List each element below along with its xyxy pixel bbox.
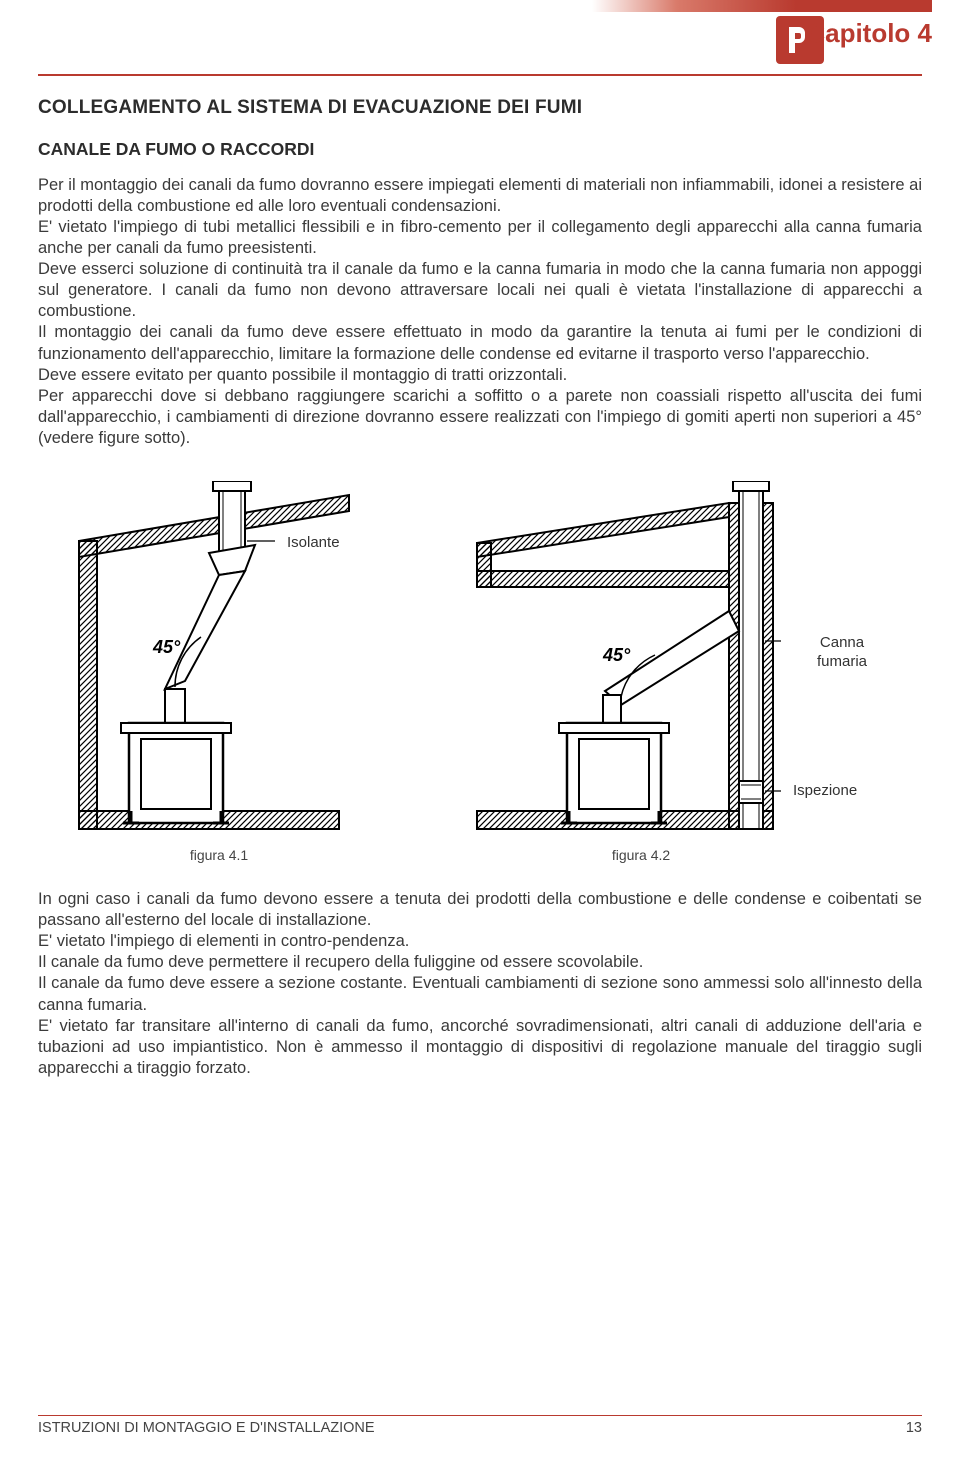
figure-4-1: 45° Isolante figura 4.1	[69, 481, 369, 865]
chapter-title: Capitolo 4	[806, 18, 932, 49]
footer-left: ISTRUZIONI DI MONTAGGIO E D'INSTALLAZION…	[38, 1420, 375, 1436]
body-paragraph: Deve esserci soluzione di continuità tra…	[38, 259, 922, 322]
callout-canna-fumaria: Canna fumaria	[793, 633, 891, 671]
section-subtitle: CANALE DA FUMO O RACCORDI	[38, 138, 922, 160]
body-paragraph: E' vietato l'impiego di elementi in cont…	[38, 931, 922, 952]
callout-isolante: Isolante	[287, 533, 340, 552]
body-paragraph: Deve essere evitato per quanto possibile…	[38, 365, 922, 386]
body-paragraph: Il canale da fumo deve essere a sezione …	[38, 973, 922, 1015]
page-number: 13	[906, 1420, 922, 1436]
body-paragraph: Per apparecchi dove si debbano raggiunge…	[38, 386, 922, 449]
body-paragraph: E' vietato far transitare all'interno di…	[38, 1016, 922, 1079]
page-header: Capitolo 4	[0, 0, 960, 52]
figure-4-2: 45° Canna fumaria Ispezione	[471, 481, 891, 865]
body-paragraph: Il montaggio dei canali da fumo deve ess…	[38, 322, 922, 364]
callout-ispezione: Ispezione	[793, 781, 857, 800]
angle-label: 45°	[602, 645, 631, 665]
figures-row: 45° Isolante figura 4.1	[38, 481, 922, 865]
angle-label: 45°	[152, 637, 181, 657]
figure-caption: figura 4.2	[391, 847, 891, 865]
page-footer: ISTRUZIONI DI MONTAGGIO E D'INSTALLAZION…	[38, 1415, 922, 1436]
body-paragraph: Il canale da fumo deve permettere il rec…	[38, 952, 922, 973]
footer-rule	[38, 1415, 922, 1416]
body-paragraph: E' vietato l'impiego di tubi metallici f…	[38, 217, 922, 259]
body-paragraph: Per il montaggio dei canali da fumo dovr…	[38, 175, 922, 217]
diagram-4-2: 45°	[471, 481, 781, 841]
header-gradient	[592, 0, 932, 12]
figure-caption: figura 4.1	[69, 847, 369, 865]
section-title: COLLEGAMENTO AL SISTEMA DI EVACUAZIONE D…	[38, 96, 922, 120]
body-paragraph: In ogni caso i canali da fumo devono ess…	[38, 889, 922, 931]
main-content: COLLEGAMENTO AL SISTEMA DI EVACUAZIONE D…	[0, 76, 960, 1079]
